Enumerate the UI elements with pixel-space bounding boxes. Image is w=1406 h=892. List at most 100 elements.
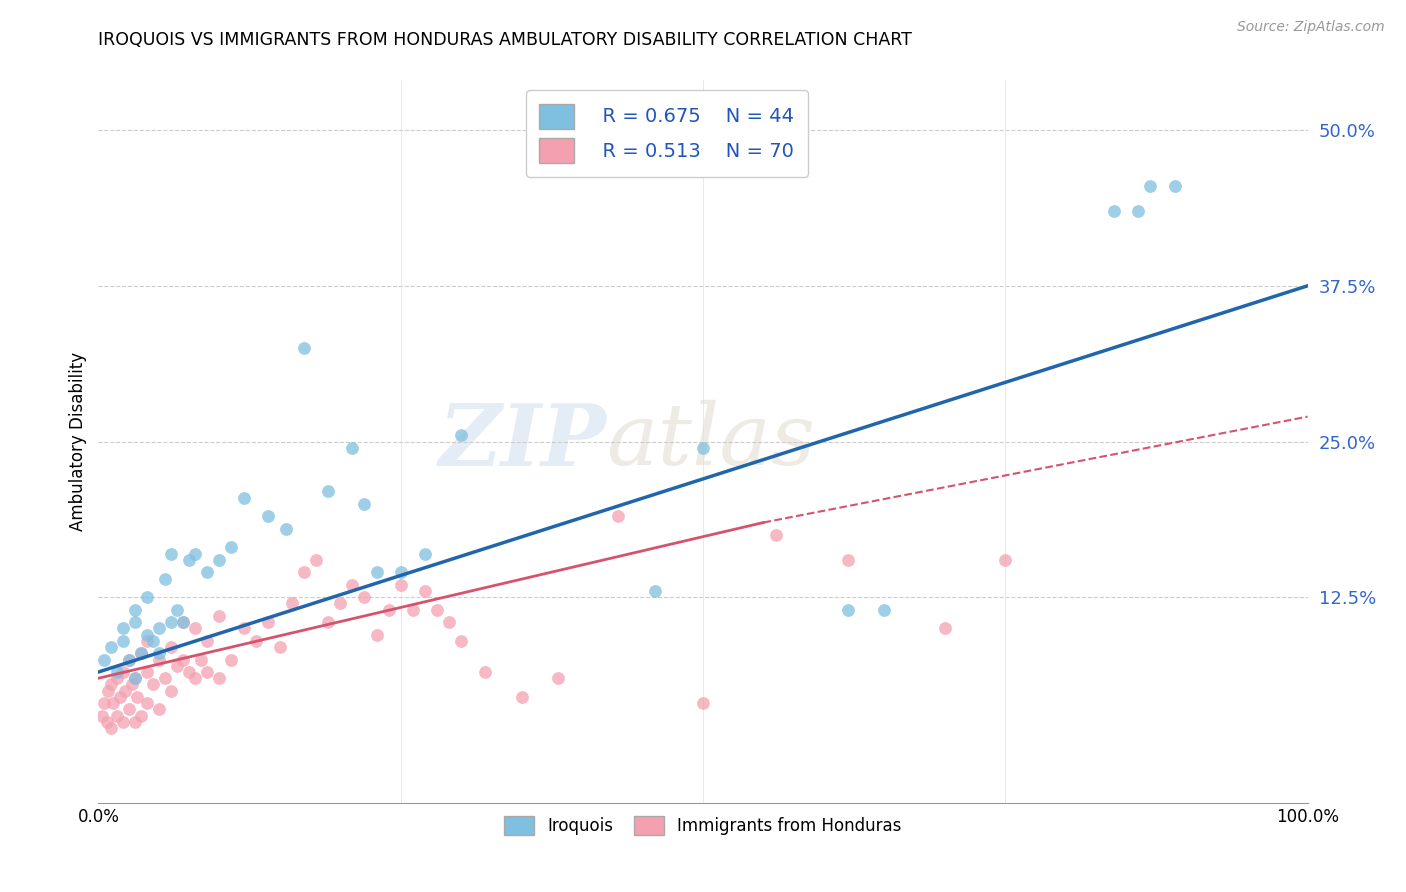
Point <box>111 665 134 679</box>
Point <box>142 633 165 648</box>
Point <box>118 652 141 666</box>
Point <box>135 627 157 641</box>
Point <box>148 652 170 666</box>
Point <box>160 547 183 561</box>
Point <box>153 572 176 586</box>
Point <box>124 671 146 685</box>
Point <box>148 702 170 716</box>
Point <box>166 658 188 673</box>
Point <box>329 597 352 611</box>
Point <box>100 640 122 654</box>
Point <box>353 591 375 605</box>
Point <box>184 547 207 561</box>
Point <box>160 640 183 654</box>
Point <box>342 441 364 455</box>
Point <box>108 690 131 704</box>
Point <box>292 566 315 580</box>
Legend: Iroquois, Immigrants from Honduras: Iroquois, Immigrants from Honduras <box>498 809 908 841</box>
Point <box>389 578 412 592</box>
Point <box>135 591 157 605</box>
Point <box>510 690 533 704</box>
Text: IROQUOIS VS IMMIGRANTS FROM HONDURAS AMBULATORY DISABILITY CORRELATION CHART: IROQUOIS VS IMMIGRANTS FROM HONDURAS AMB… <box>98 31 912 49</box>
Point <box>148 646 170 660</box>
Point <box>129 708 152 723</box>
Point <box>413 584 436 599</box>
Point <box>232 621 254 635</box>
Point <box>135 696 157 710</box>
Point <box>994 553 1017 567</box>
Point <box>274 522 297 536</box>
Point <box>172 615 194 630</box>
Point <box>245 633 267 648</box>
Point <box>221 652 243 666</box>
Point <box>644 584 666 599</box>
Point <box>118 652 141 666</box>
Point <box>474 665 496 679</box>
Point <box>1163 179 1185 194</box>
Point <box>160 683 183 698</box>
Point <box>179 553 201 567</box>
Point <box>100 677 122 691</box>
Point <box>692 441 714 455</box>
Point <box>124 671 146 685</box>
Point <box>96 714 118 729</box>
Point <box>607 509 630 524</box>
Point <box>195 633 218 648</box>
Point <box>129 646 152 660</box>
Point <box>111 621 134 635</box>
Point <box>124 714 146 729</box>
Point <box>101 696 124 710</box>
Point <box>129 646 152 660</box>
Point <box>366 566 388 580</box>
Y-axis label: Ambulatory Disability: Ambulatory Disability <box>69 352 87 531</box>
Point <box>184 671 207 685</box>
Point <box>450 428 472 442</box>
Point <box>118 702 141 716</box>
Point <box>184 621 207 635</box>
Point <box>353 497 375 511</box>
Point <box>316 484 339 499</box>
Point <box>402 603 425 617</box>
Point <box>426 603 449 617</box>
Point <box>153 671 176 685</box>
Point <box>281 597 304 611</box>
Point <box>148 621 170 635</box>
Point <box>366 627 388 641</box>
Point <box>160 615 183 630</box>
Point <box>208 671 231 685</box>
Point <box>111 714 134 729</box>
Text: ZIP: ZIP <box>439 400 606 483</box>
Point <box>195 566 218 580</box>
Point <box>121 677 143 691</box>
Point <box>389 566 412 580</box>
Point <box>873 603 896 617</box>
Point <box>934 621 956 635</box>
Text: atlas: atlas <box>606 401 815 483</box>
Point <box>256 509 278 524</box>
Point <box>97 683 120 698</box>
Point <box>1139 179 1161 194</box>
Point <box>166 603 188 617</box>
Text: Source: ZipAtlas.com: Source: ZipAtlas.com <box>1237 20 1385 34</box>
Point <box>1128 204 1150 219</box>
Point <box>172 652 194 666</box>
Point <box>111 633 134 648</box>
Point <box>837 603 859 617</box>
Point <box>232 491 254 505</box>
Point <box>437 615 460 630</box>
Point <box>305 553 328 567</box>
Point <box>127 690 149 704</box>
Point <box>135 633 157 648</box>
Point <box>93 652 115 666</box>
Point <box>208 553 231 567</box>
Point <box>91 708 114 723</box>
Point <box>450 633 472 648</box>
Point <box>124 603 146 617</box>
Point <box>208 609 231 624</box>
Point <box>179 665 201 679</box>
Point <box>692 696 714 710</box>
Point <box>837 553 859 567</box>
Point <box>105 708 128 723</box>
Point <box>765 528 787 542</box>
Point <box>135 665 157 679</box>
